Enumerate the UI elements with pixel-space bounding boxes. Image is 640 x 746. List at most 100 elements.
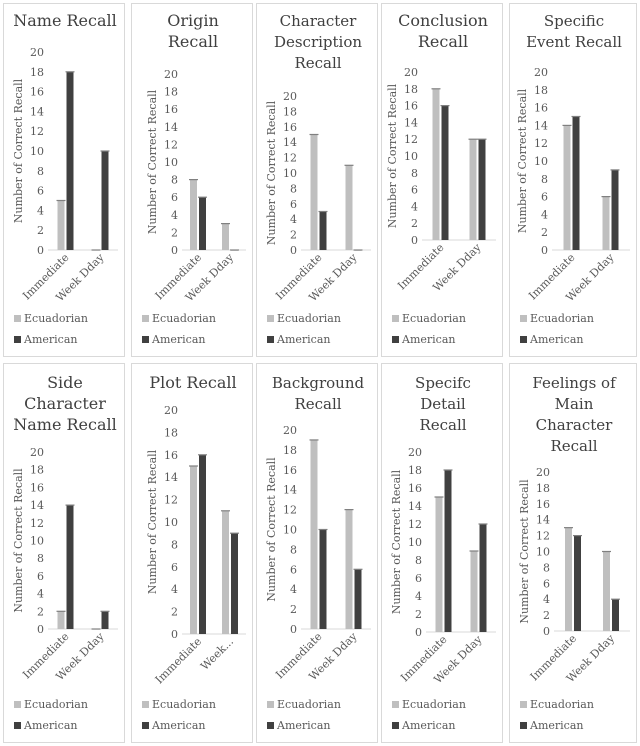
bar-ecuadorian-immediate [57,200,65,250]
y-tick-label: 12 [30,125,44,138]
y-tick-label: 14 [283,484,297,497]
y-tick-label: 20 [404,66,418,79]
chart-svg: Side Character Name Recall 0 2 4 6 8 10 12 14 16 18 2… [12,373,118,732]
y-tick-label: 6 [290,563,297,576]
legend-swatch [142,336,149,343]
y-tick-label: 4 [415,590,422,603]
x-tick-label: Immediate [153,635,204,686]
legend-swatch [267,701,274,708]
legend-label: Ecuadorian [152,312,216,325]
bar-ecuadorian-week-dday [345,165,353,250]
legend-swatch [392,336,399,343]
y-axis-label: Number of Correct Recall [12,468,25,613]
bar-american-week-dday [354,569,362,629]
y-axis-label: Number of Correct Recall [518,479,531,624]
y-tick-label: 4 [290,583,297,596]
y-tick-label: 8 [543,561,550,574]
chart-svg: Origin Recall 0 2 4 6 8 10 12 14 16 18 20 Number of C… [142,11,246,346]
chart-panel-4: Conclusion Recall 0 2 4 6 8 10 12 14 16 18 20 Number … [381,3,503,357]
bar-american-immediate [574,535,581,631]
y-tick-label: 12 [408,518,422,531]
y-tick-label: 4 [290,213,297,226]
legend-label: Ecuadorian [24,698,88,711]
bar-ecuadorian-immediate [190,179,197,250]
legend-label: American [401,333,455,346]
legend-swatch [520,336,527,343]
y-tick-label: 6 [411,184,418,197]
y-tick-label: 18 [408,464,422,477]
bar-american-week-dday [101,611,109,629]
y-tick-label: 14 [404,116,418,129]
legend-label: American [529,333,583,346]
chart-panel-9: Specifc Detail Recall 0 2 4 6 8 10 12 14 16 18 20 Numb… [381,363,503,743]
y-tick-label: 16 [408,482,422,495]
y-tick-label: 18 [164,426,178,439]
y-tick-label: 0 [171,628,178,641]
chart-svg: Conclusion Recall 0 2 4 6 8 10 12 14 16 18 20 Number … [386,11,496,346]
legend-swatch [392,701,399,708]
y-tick-label: 20 [534,66,548,79]
y-tick-label: 0 [541,244,548,257]
bar-american-week-dday [101,151,109,250]
y-tick-label: 12 [283,504,297,517]
chart-title: Description [274,33,362,51]
y-tick-label: 20 [283,424,297,437]
y-tick-label: 12 [534,137,548,150]
chart-panel-5: Specific Event Recall 0 2 4 6 8 10 12 14 16 18 20 Num… [509,3,637,357]
y-axis-label: Number of Correct Recall [516,88,529,233]
chart-title: Recall [294,395,341,413]
y-tick-label: 2 [171,226,178,239]
legend-label: American [276,333,330,346]
bar-ecuadorian-week-dday [345,509,353,629]
chart-title: Feelings of [532,374,617,392]
chart-svg: Plot Recall 0 2 4 6 8 10 12 14 16 18 20 Number of Co… [142,373,246,732]
y-tick-label: 12 [404,133,418,146]
chart-svg: Specifc Detail Recall 0 2 4 6 8 10 12 14 16 18 20 Numb… [390,374,496,732]
legend-swatch [392,315,399,322]
bar-american-immediate [444,470,452,632]
y-tick-label: 0 [290,623,297,636]
y-tick-label: 20 [408,446,422,459]
legend-label: American [23,333,77,346]
y-tick-label: 8 [37,165,44,178]
chart-title: Recall [418,32,468,51]
y-tick-label: 14 [283,136,297,149]
y-tick-label: 0 [543,625,550,638]
bar-ecuadorian-immediate [190,466,197,634]
chart-title: Conclusion [398,11,488,30]
x-tick-label: Week... [198,635,236,673]
y-tick-label: 10 [283,167,297,180]
y-tick-label: 4 [171,583,178,596]
y-tick-label: 2 [541,226,548,239]
legend-swatch [267,336,274,343]
chart-title: Specifc [415,374,471,392]
y-tick-label: 14 [536,514,550,527]
y-tick-label: 14 [164,121,178,134]
y-tick-label: 6 [290,198,297,211]
y-tick-label: 10 [164,156,178,169]
chart-svg: Specific Event Recall 0 2 4 6 8 10 12 14 16 18 20 Num… [516,12,630,346]
legend-label: Ecuadorian [24,312,88,325]
y-tick-label: 12 [30,517,44,530]
chart-svg: Background Recall 0 2 4 6 8 10 12 14 16 18 20 Number … [265,374,371,732]
y-tick-label: 18 [283,105,297,118]
chart-title: Name Recall [13,415,117,434]
bar-ecuadorian-week-dday [603,551,610,631]
chart-title: Main [555,395,594,413]
y-tick-label: 8 [411,167,418,180]
y-tick-label: 16 [283,121,297,134]
y-tick-label: 2 [37,605,44,618]
y-tick-label: 16 [283,464,297,477]
y-tick-label: 16 [404,100,418,113]
chart-panel-2: Origin Recall 0 2 4 6 8 10 12 14 16 18 20 Number of C… [131,3,253,357]
y-tick-label: 10 [283,524,297,537]
chart-panel-10: Feelings of Main Character Recall 0 2 4 6 8 10 12 1… [509,363,637,743]
chart-svg: Name Recall 0 2 4 6 8 10 12 14 16 18 20 Number of Co… [12,11,118,346]
chart-title: Recall [294,54,341,72]
chart-title: Origin [167,11,219,30]
bar-ecuadorian-immediate [565,527,572,631]
bar-ecuadorian-immediate [310,439,318,629]
legend-swatch [14,701,21,708]
legend-label: Ecuadorian [277,312,341,325]
legend-label: American [151,719,205,732]
